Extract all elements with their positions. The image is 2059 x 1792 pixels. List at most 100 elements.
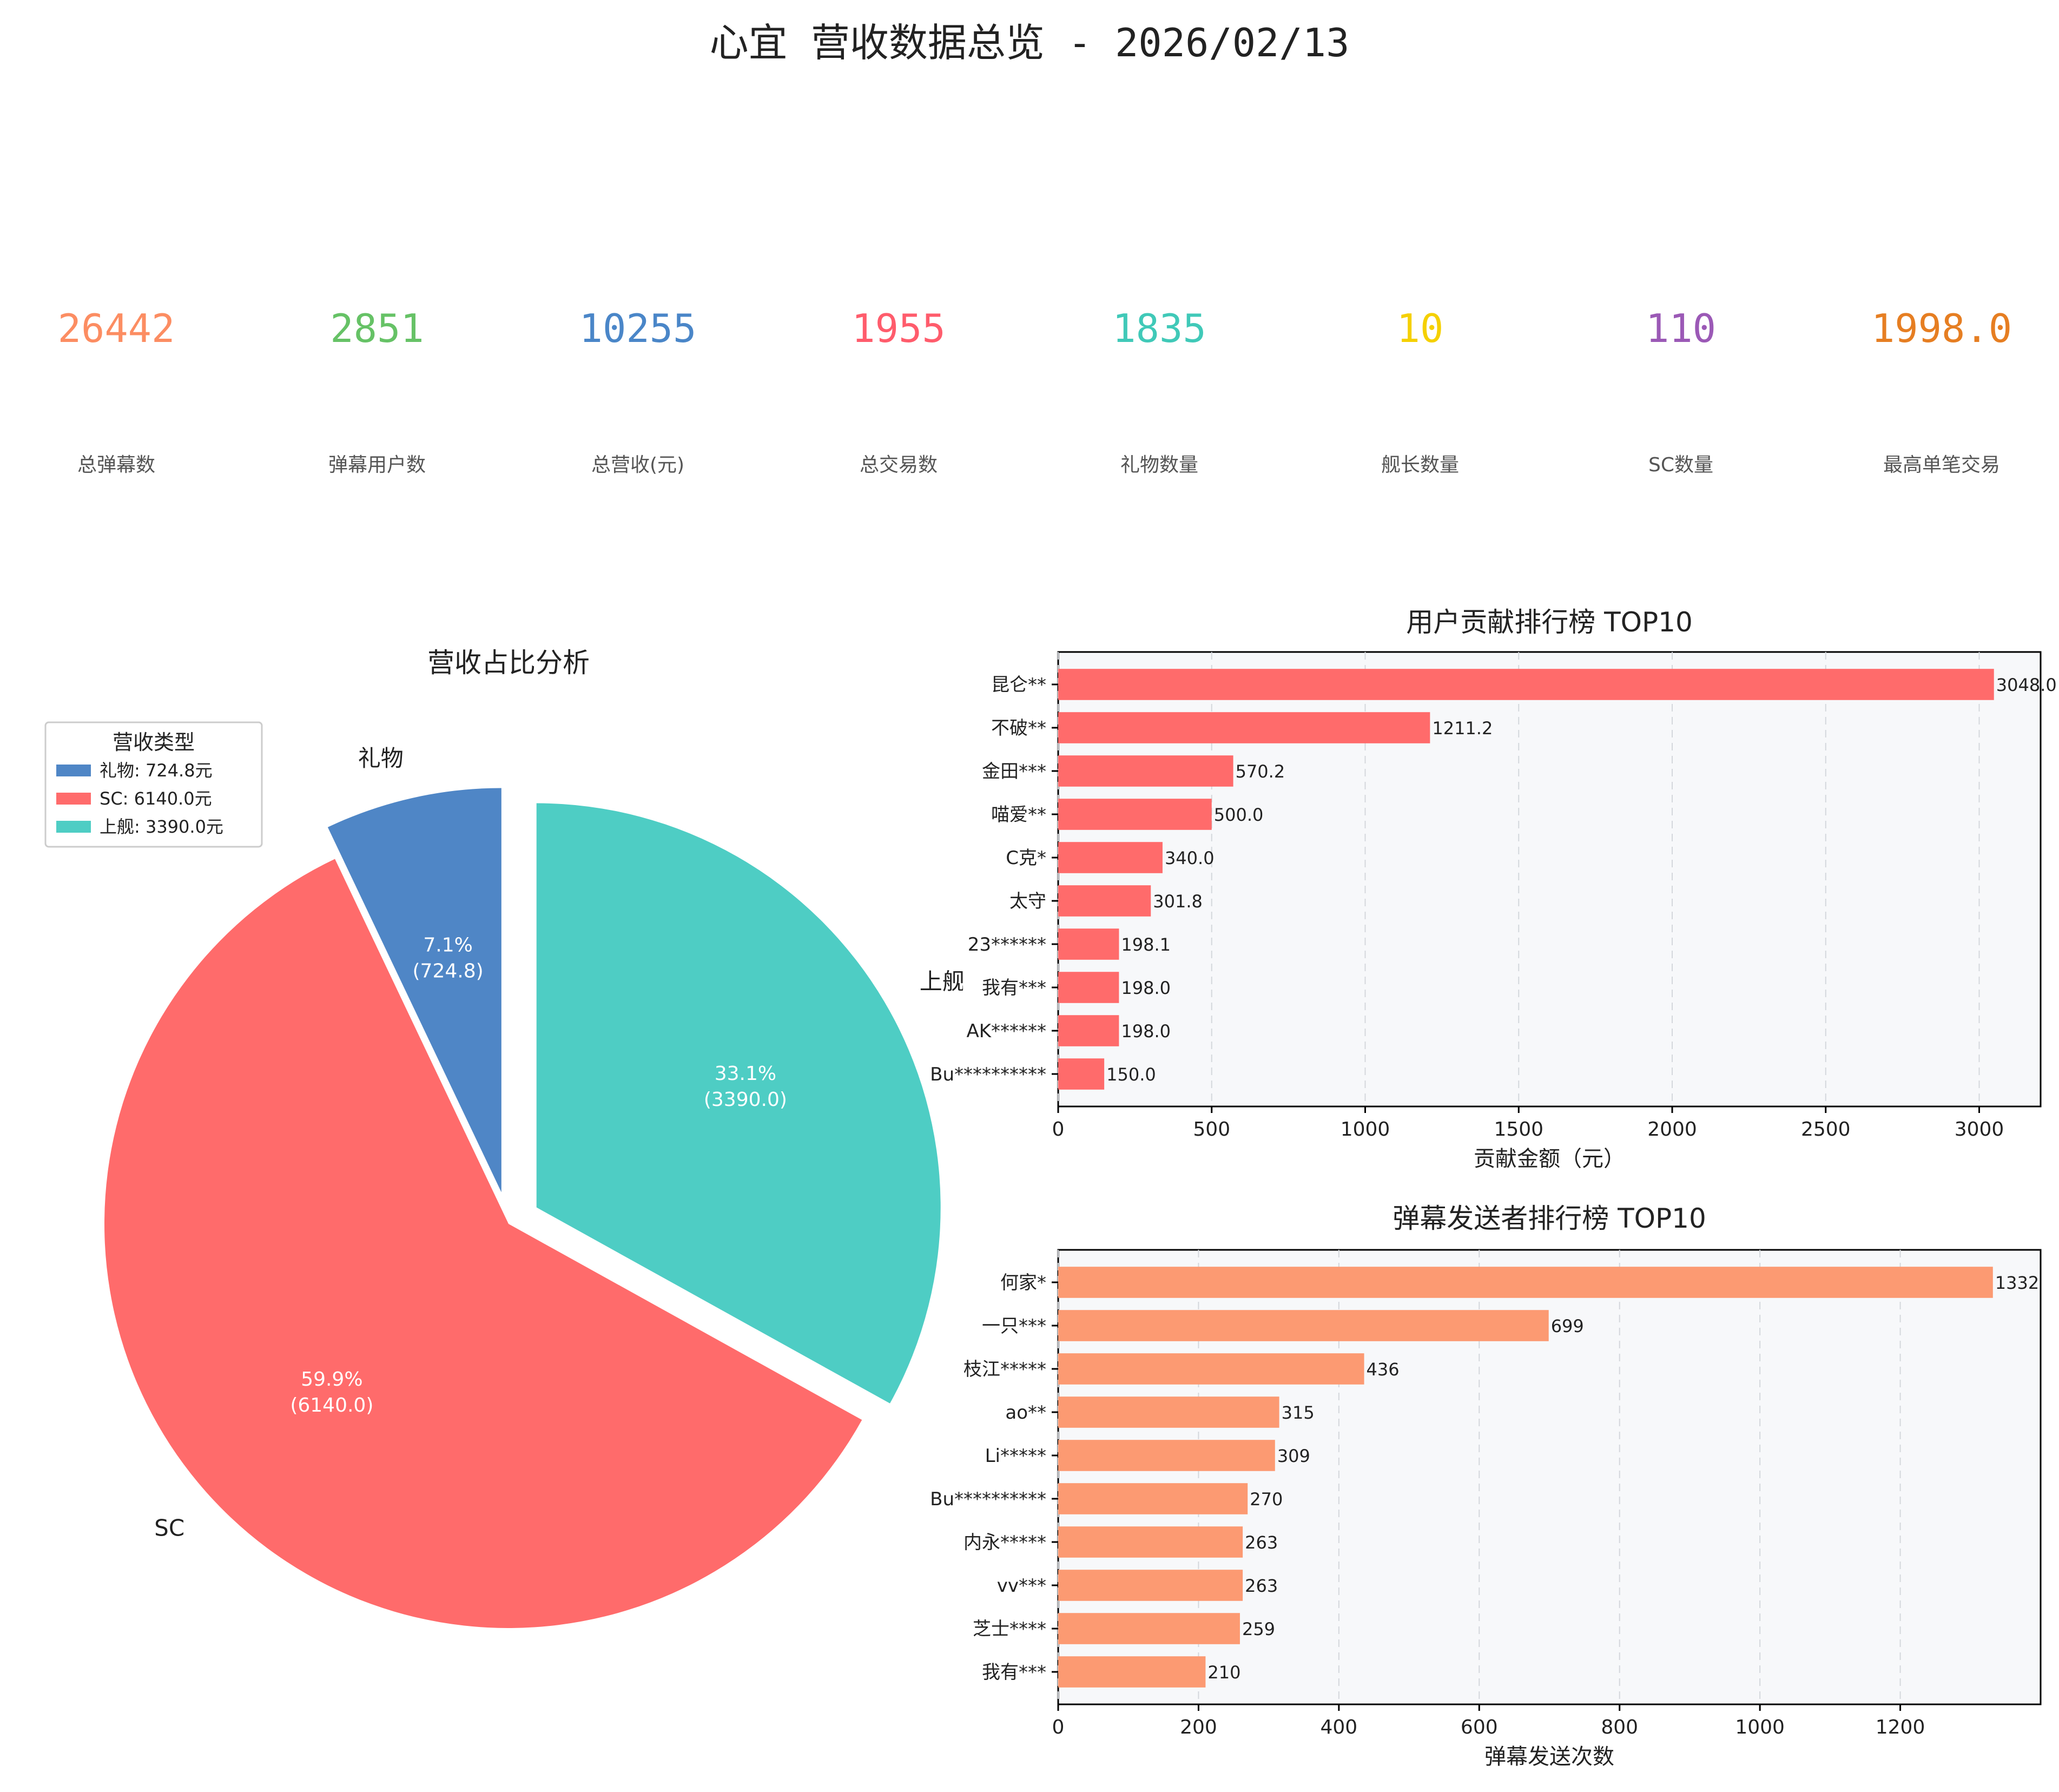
danmaku-bar: [1058, 1570, 1243, 1601]
danmaku-chart-title: 弹幕发送者排行榜 TOP10: [1393, 1203, 1706, 1234]
danmaku-tick-label: 1000: [1735, 1716, 1785, 1738]
danmaku-bar: [1058, 1526, 1243, 1558]
contribution-bar: [1058, 1058, 1105, 1090]
pie-slice-captain: [536, 803, 941, 1404]
kpi-label-danmaku-users: 弹幕用户数: [328, 454, 426, 476]
contribution-tick-label: 3000: [1955, 1118, 2004, 1141]
page-title: 心宜 营收数据总览 - 2026/02/13: [709, 20, 1350, 65]
pie-value-sc: (6140.0): [290, 1394, 373, 1417]
legend-swatch: [56, 765, 91, 776]
pie-slice-sc: [104, 859, 862, 1628]
kpi-label-captain-count: 舰长数量: [1381, 454, 1459, 476]
kpi-label-sc-count: SC数量: [1648, 454, 1713, 476]
danmaku-category-label: 我有***: [982, 1662, 1046, 1683]
danmaku-category-label: 芝士****: [973, 1618, 1046, 1640]
contribution-chart-title: 用户贡献排行榜 TOP10: [1406, 607, 1693, 638]
contribution-value-label: 500.0: [1214, 805, 1264, 825]
danmaku-category-label: 何家*: [1000, 1272, 1046, 1294]
contribution-tick-label: 2000: [1647, 1118, 1697, 1141]
danmaku-tick-label: 400: [1320, 1716, 1357, 1738]
pie-label-captain: 上舰: [920, 969, 963, 995]
kpi-value-sc-count: 110: [1645, 306, 1717, 351]
revenue-pie-chart: 7.1% (724.8) 礼物 59.9% (6140.0) SC 33.1% (3390.0…: [44, 721, 963, 1628]
contribution-tick-label: 0: [1052, 1118, 1065, 1141]
danmaku-bar: [1058, 1267, 1993, 1298]
pie-value-captain: (3390.0): [704, 1089, 787, 1111]
contribution-category-label: 昆仑**: [991, 674, 1046, 696]
contribution-bar: [1058, 972, 1119, 1003]
contribution-bar: [1058, 799, 1212, 830]
contribution-category-label: 太守: [1009, 891, 1046, 912]
danmaku-value-label: 210: [1207, 1662, 1240, 1683]
kpi-value-revenue: 10255: [579, 306, 697, 351]
contribution-bar: [1058, 885, 1151, 917]
pie-percent-captain: 33.1%: [715, 1063, 776, 1085]
danmaku-category-label: 内永*****: [963, 1532, 1046, 1553]
danmaku-bar: [1058, 1310, 1549, 1341]
pie-chart-title: 营收占比分析: [427, 647, 590, 678]
danmaku-tick-label: 800: [1601, 1716, 1638, 1738]
kpi-label-danmaku-total: 总弹幕数: [77, 454, 155, 476]
pie-value-gift: (724.8): [413, 960, 484, 982]
danmaku-value-label: 263: [1245, 1576, 1278, 1596]
contribution-x-axis-title: 贡献金额（元）: [1474, 1147, 1625, 1171]
contribution-category-label: Bu**********: [930, 1064, 1046, 1085]
kpi-label-revenue: 总营收(元): [591, 454, 685, 476]
contribution-tick-label: 500: [1193, 1118, 1230, 1141]
legend-swatch: [56, 793, 91, 805]
danmaku-bar: [1058, 1656, 1206, 1688]
legend-swatch: [56, 821, 91, 833]
danmaku-value-label: 699: [1551, 1316, 1584, 1336]
contribution-tick-label: 1500: [1494, 1118, 1543, 1141]
kpi-value-transactions: 1955: [852, 306, 946, 351]
danmaku-category-label: Bu**********: [930, 1488, 1046, 1510]
contribution-bar: [1058, 712, 1430, 743]
pie-percent-sc: 59.9%: [301, 1368, 362, 1391]
contribution-value-label: 3048.0: [1996, 675, 2057, 695]
legend-entry: SC: 6140.0元: [100, 788, 212, 809]
legend-entry: 礼物: 724.8元: [100, 760, 213, 781]
contribution-value-label: 570.2: [1236, 761, 1285, 782]
danmaku-tick-label: 0: [1052, 1716, 1065, 1738]
pie-label-sc: SC: [154, 1515, 184, 1541]
danmaku-tick-label: 600: [1461, 1716, 1498, 1738]
kpi-value-max-transaction: 1998.0: [1871, 306, 2012, 351]
contribution-bar: [1058, 1015, 1119, 1046]
danmaku-value-label: 263: [1245, 1532, 1278, 1553]
danmaku-value-label: 309: [1277, 1446, 1310, 1466]
contribution-value-label: 198.0: [1121, 1021, 1171, 1042]
danmaku-value-label: 1332: [1995, 1273, 2039, 1293]
kpi-value-gift-count: 1835: [1112, 306, 1206, 351]
kpi-label-gift-count: 礼物数量: [1120, 454, 1198, 476]
danmaku-value-label: 315: [1282, 1402, 1315, 1423]
contribution-bar: [1058, 669, 1994, 700]
contribution-value-label: 198.0: [1121, 978, 1171, 998]
contribution-bar: [1058, 928, 1119, 960]
kpi-label-max-transaction: 最高单笔交易: [1883, 454, 2000, 476]
pie-slice-gift: [327, 788, 501, 1193]
danmaku-bar: [1058, 1613, 1240, 1644]
danmaku-bar-chart: 0 200 400 600 800 1000 1200 何家* 1332 一只*** 699 枝江**…: [930, 1249, 2042, 1769]
danmaku-bar: [1058, 1353, 1364, 1385]
legend-title: 营收类型: [113, 730, 195, 754]
kpi-value-danmaku-users: 2851: [330, 306, 424, 351]
danmaku-value-label: 270: [1250, 1489, 1283, 1510]
danmaku-category-label: 一只***: [982, 1315, 1046, 1337]
danmaku-category-label: vv***: [997, 1575, 1046, 1597]
contribution-bar: [1058, 842, 1163, 873]
contribution-value-label: 1211.2: [1432, 718, 1493, 739]
kpi-value-captain-count: 10: [1396, 306, 1444, 351]
legend-frame: [44, 721, 263, 848]
contribution-category-label: 金田***: [982, 761, 1046, 782]
pie-percent-gift: 7.1%: [423, 934, 472, 956]
danmaku-value-label: 436: [1367, 1359, 1400, 1380]
contribution-category-label: 我有***: [982, 977, 1046, 999]
contribution-value-label: 340.0: [1165, 848, 1215, 868]
danmaku-category-label: Li*****: [985, 1445, 1046, 1467]
danmaku-tick-label: 1200: [1876, 1716, 1925, 1738]
contribution-bar: [1058, 755, 1233, 787]
danmaku-category-label: 枝江*****: [963, 1359, 1046, 1380]
danmaku-value-label: 259: [1242, 1619, 1275, 1639]
pie-label-gift: 礼物: [358, 745, 404, 772]
